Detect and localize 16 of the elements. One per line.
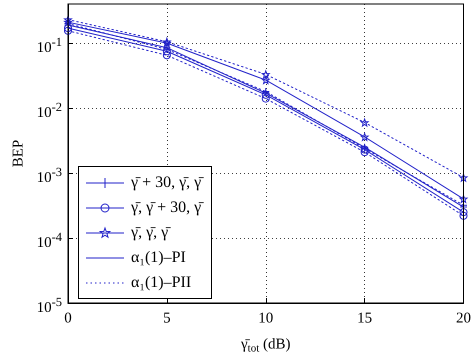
legend-label: γ̄, γ̄, γ̄: [131, 224, 168, 242]
x-tick-label: 5: [163, 310, 171, 326]
y-tick-label: 10$^{-2}$: [36, 99, 62, 122]
legend-label: α₁(1)–PII: [131, 274, 192, 292]
x-tick-label: 20: [456, 310, 471, 326]
legend-label: γ̄ + 30, γ̄, γ̄: [131, 174, 202, 192]
x-tick-label: 0: [64, 310, 72, 326]
y-tick-label: 10$^{-4}$: [36, 229, 62, 252]
x-tick-label: 15: [357, 310, 372, 326]
y-tick-label: 10$^{-3}$: [36, 164, 62, 188]
x-tick-label: 10: [258, 310, 274, 326]
y-tick-label: 10$^{-5}$: [36, 294, 62, 317]
y-axis-title: BEP: [10, 140, 26, 168]
y-tick-label: 10$^{-1}$: [36, 34, 62, 58]
legend-label: α₁(1)–PI: [131, 248, 186, 266]
legend-label: γ̄, γ̄ + 30, γ̄: [131, 198, 202, 216]
